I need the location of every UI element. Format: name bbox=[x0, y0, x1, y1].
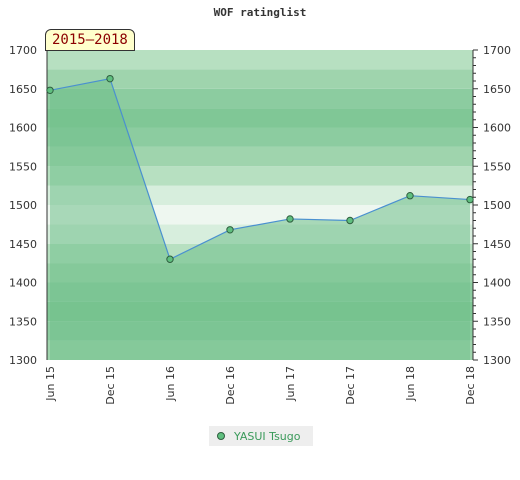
data-point bbox=[46, 86, 54, 95]
data-point bbox=[406, 192, 414, 200]
period-badge: 2015–2018 bbox=[45, 29, 135, 51]
y-tick-label-left: 1450 bbox=[9, 238, 37, 251]
data-point bbox=[346, 216, 354, 225]
grid-band bbox=[47, 108, 473, 128]
grid-band bbox=[47, 127, 473, 147]
y-tick-label-left: 1600 bbox=[9, 122, 37, 135]
y-tick-label-left: 1300 bbox=[9, 354, 37, 367]
data-point bbox=[166, 255, 174, 263]
y-tick-label-right: 1650 bbox=[483, 83, 511, 96]
y-tick-label-right: 1400 bbox=[483, 277, 511, 290]
grid-band bbox=[47, 146, 473, 167]
y-tick-label-left: 1400 bbox=[9, 277, 37, 290]
data-point bbox=[106, 74, 114, 83]
y-tick-label-right: 1450 bbox=[483, 238, 511, 251]
y-tick-label-left: 1650 bbox=[9, 83, 37, 96]
grid-band bbox=[47, 185, 473, 205]
grid-band bbox=[47, 166, 473, 186]
data-point bbox=[226, 226, 234, 234]
y-tick-label-left: 1500 bbox=[9, 199, 37, 212]
legend[interactable]: YASUI Tsugo bbox=[209, 426, 313, 446]
y-tick-label-left: 1550 bbox=[9, 160, 37, 173]
legend-marker bbox=[217, 432, 225, 440]
x-tick-label: Dec 17 bbox=[344, 366, 357, 405]
y-tick-label-right: 1600 bbox=[483, 122, 511, 135]
grid-band bbox=[47, 88, 473, 109]
x-tick-label: Jun 17 bbox=[284, 366, 297, 402]
y-tick-label-left: 1350 bbox=[9, 315, 37, 328]
series-line bbox=[49, 77, 471, 261]
data-point bbox=[466, 195, 474, 204]
y-tick-label-right: 1300 bbox=[483, 354, 511, 367]
y-tick-label-right: 1550 bbox=[483, 160, 511, 173]
y-tick-label-left: 1700 bbox=[9, 44, 37, 57]
series-area bbox=[50, 78, 470, 361]
chart-title: WOF ratinglist bbox=[213, 6, 307, 19]
x-tick-label: Jun 18 bbox=[404, 366, 417, 402]
y-tick-label-right: 1700 bbox=[483, 44, 511, 57]
grid-band bbox=[47, 50, 473, 70]
x-tick-label: Dec 15 bbox=[104, 366, 117, 405]
y-tick-label-right: 1350 bbox=[483, 315, 511, 328]
x-tick-label: Dec 18 bbox=[464, 366, 477, 405]
y-tick-label-right: 1500 bbox=[483, 199, 511, 212]
grid-band bbox=[47, 69, 473, 89]
legend-label: YASUI Tsugo bbox=[234, 429, 301, 443]
x-tick-label: Jun 15 bbox=[44, 366, 57, 402]
x-tick-label: Jun 16 bbox=[164, 366, 177, 402]
data-point bbox=[286, 215, 294, 223]
x-tick-label: Dec 16 bbox=[224, 366, 237, 405]
